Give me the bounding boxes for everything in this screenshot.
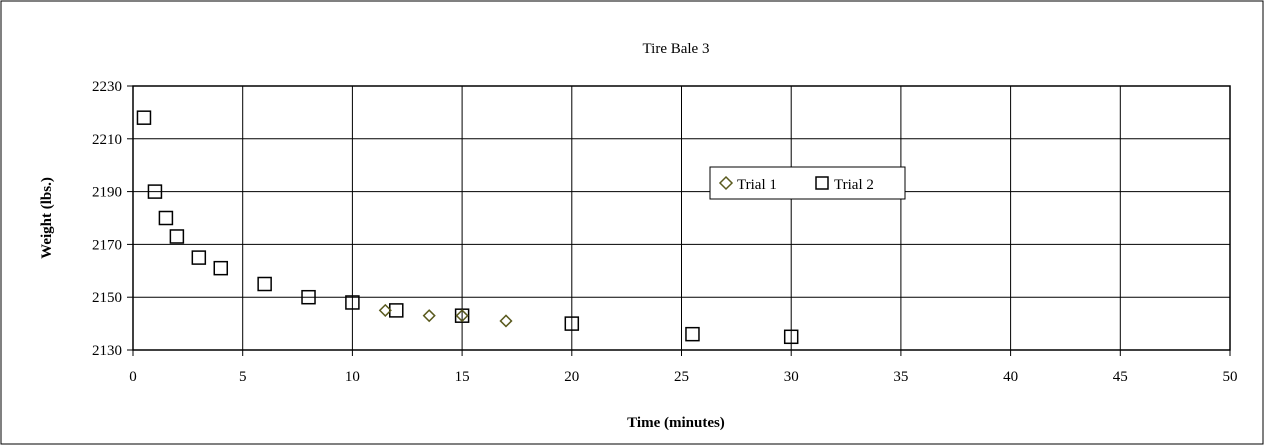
y-tick-label: 2130	[92, 343, 122, 359]
x-tick-label: 0	[129, 369, 137, 385]
data-points	[136, 110, 799, 345]
trial-2-point	[213, 260, 229, 276]
trial-2-point	[257, 276, 272, 292]
x-tick-label: 40	[1003, 369, 1018, 385]
legend: Trial 1 Trial 2	[709, 166, 906, 200]
trial-1-point	[499, 314, 513, 328]
trial-2-point	[136, 110, 152, 125]
trial-2-point	[564, 316, 580, 331]
trial-2-point	[169, 229, 185, 244]
x-tick-label: 25	[674, 369, 689, 385]
x-tick-label: 5	[239, 369, 247, 385]
y-axis-title: Weight (lbs.)	[39, 177, 55, 259]
x-tick-label: 30	[784, 369, 799, 385]
trial-1-point	[422, 309, 436, 323]
trial-2-point	[158, 210, 174, 226]
legend-label-trial-2: Trial 2	[834, 177, 874, 193]
trial-2-point	[191, 250, 207, 265]
trial-2-point	[783, 329, 799, 345]
axis-ticks: 0 5 10 15 20 25 30 35 40 45 50 2130 2150 2170 2190 2210…	[92, 79, 1238, 385]
trial-1-point	[378, 303, 392, 317]
x-tick-label: 35	[893, 369, 908, 385]
x-axis-title: Time (minutes)	[627, 415, 725, 431]
legend-marker-trial-2	[815, 176, 829, 190]
legend-box	[709, 166, 906, 200]
trial-1-point	[455, 309, 469, 323]
y-tick-label: 2190	[92, 185, 122, 201]
y-tick-label: 2150	[92, 290, 122, 306]
x-tick-label: 10	[345, 369, 360, 385]
chart-title: Tire Bale 3	[643, 41, 710, 57]
trial-2-point	[345, 295, 360, 310]
legend-label-trial-1: Trial 1	[737, 177, 777, 193]
y-tick-label: 2230	[92, 79, 122, 95]
y-tick-label: 2210	[92, 132, 122, 148]
trial-2-point	[685, 326, 700, 342]
trial-2-point	[147, 184, 163, 199]
x-tick-label: 15	[455, 369, 470, 385]
x-tick-label: 50	[1223, 369, 1238, 385]
trial-2-point	[301, 289, 316, 305]
legend-marker-trial-1	[718, 175, 734, 191]
x-tick-label: 45	[1113, 369, 1128, 385]
x-tick-label: 20	[564, 369, 579, 385]
y-tick-label: 2170	[92, 237, 122, 253]
